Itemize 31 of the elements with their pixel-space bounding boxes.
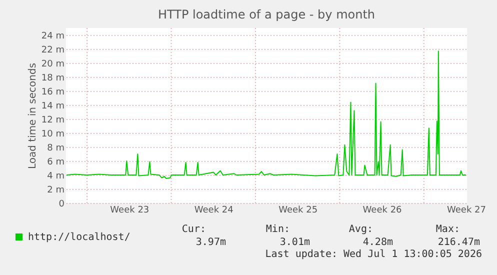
text: Min: [266, 224, 290, 235]
text: Avg: [348, 224, 373, 235]
text: Last update: Wed Jul 1 13:00:05 2026 [265, 249, 482, 260]
y-axis-title: Load time in seconds [27, 62, 38, 170]
text: Max: [436, 224, 460, 235]
chart-title: HTTP loadtime of a page - by month [158, 8, 376, 22]
line-series [66, 50, 466, 179]
y-tick-label: 10 m [41, 130, 64, 140]
x-tick-label: Week 25 [278, 206, 318, 216]
legend-label: http://localhost/ [28, 232, 130, 243]
y-tick-label: 20 m [41, 60, 64, 70]
y-tick-label: 14 m [41, 102, 64, 112]
y-tick-label: 16 m [41, 88, 64, 98]
x-tick-label: Week 26 [362, 206, 402, 216]
text: Cur: [182, 224, 206, 235]
x-tick-label: Week 23 [110, 206, 150, 216]
text: 3.97m [196, 237, 226, 248]
x-tick-label: Week 27 [447, 206, 486, 216]
y-tick-label: 6 m [47, 158, 64, 168]
y-tick-label: 24 m [41, 32, 64, 42]
x-tick-label: Week 24 [194, 206, 234, 216]
text: 3.01m [280, 237, 310, 248]
text: 4.28m [362, 237, 393, 248]
y-tick-label: 12 m [41, 116, 64, 126]
text: 216.47m [438, 237, 480, 248]
y-tick-label: 0 [58, 200, 65, 210]
y-tick-label: 18 m [41, 74, 64, 84]
y-tick-label: 2 m [47, 186, 64, 196]
y-tick-label: 22 m [41, 46, 64, 56]
y-tick-label: 8 m [47, 144, 64, 154]
y-tick-label: 4 m [47, 172, 64, 182]
